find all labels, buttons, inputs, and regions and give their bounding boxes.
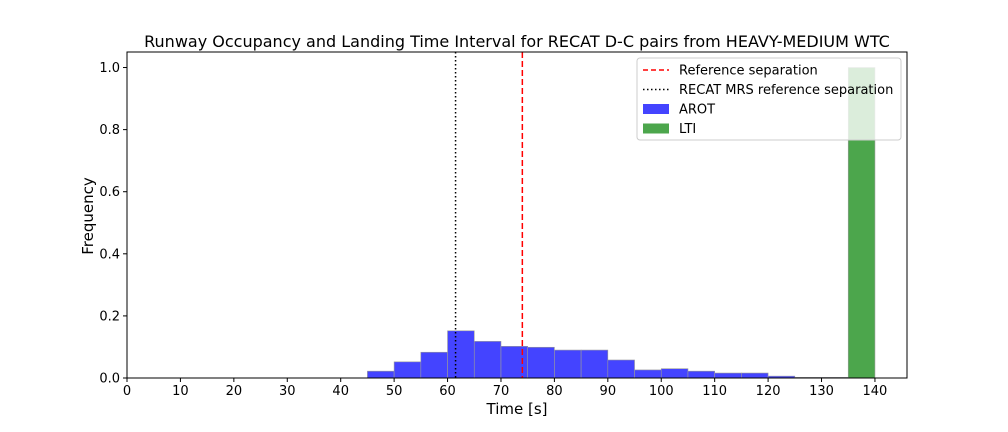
y-tick-label-1: 1.0 [99, 61, 120, 76]
legend-label-lti: LTI [679, 122, 696, 137]
x-tick-label-80: 80 [546, 384, 563, 399]
bar-arot-60 [447, 330, 475, 379]
bar-arot-65 [473, 341, 502, 379]
bar-arot-70 [500, 346, 528, 379]
y-tick-label-0.2: 0.2 [99, 309, 120, 324]
bar-arot-45 [367, 370, 395, 379]
x-tick-label-60: 60 [439, 384, 456, 399]
bar-arot-110 [714, 372, 742, 379]
x-tick-label-110: 110 [702, 384, 727, 399]
x-tick-label-130: 130 [809, 384, 834, 399]
bar-arot-115 [741, 372, 769, 379]
bar-arot-95 [634, 369, 662, 379]
legend-box [636, 57, 902, 141]
y-tick-label-0.4: 0.4 [99, 247, 120, 262]
x-tick-label-100: 100 [649, 384, 674, 399]
legend-label-reference-separation: Reference separation [679, 64, 818, 79]
x-tick-label-30: 30 [279, 384, 296, 399]
bar-arot-55 [420, 351, 448, 379]
x-tick-label-10: 10 [172, 384, 189, 399]
x-tick-label-20: 20 [226, 384, 243, 399]
legend-label-recat-mrs-reference-separation: RECAT MRS reference separation [679, 83, 893, 98]
x-tick-label-50: 50 [386, 384, 403, 399]
bar-arot-100 [660, 368, 689, 379]
y-tick-label-0: 0.0 [99, 372, 120, 387]
y-axis-label: Frequency [79, 177, 97, 255]
x-axis-label: Time [s] [486, 400, 548, 418]
axes: 0 10 20 30 40 50 60 70 80 90 100 110 120 130 140 0.0 0.2… [99, 51, 908, 399]
legend-marker-arot [643, 104, 669, 114]
axes-frame [126, 51, 908, 379]
bar-arot-80 [554, 349, 582, 379]
legend-marker-lti [643, 123, 669, 134]
bar-arot-85 [580, 349, 609, 379]
bar-arot-50 [393, 361, 422, 379]
legend-label-arot: AROT [679, 103, 715, 118]
legend: Reference separation RECAT MRS reference … [636, 57, 902, 141]
x-tick-label-70: 70 [493, 384, 510, 399]
x-tick-label-90: 90 [600, 384, 617, 399]
x-tick-label-40: 40 [332, 384, 349, 399]
x-tick-label-0: 0 [123, 384, 131, 399]
x-tick-label-140: 140 [863, 384, 888, 399]
bar-arot-90 [607, 359, 635, 379]
bar-arot-105 [687, 370, 715, 379]
y-tick-label-0.8: 0.8 [99, 123, 120, 138]
y-tick-label-0.6: 0.6 [99, 185, 120, 200]
x-tick-label-120: 120 [756, 384, 781, 399]
bar-arot-75 [527, 346, 555, 379]
chart-title: Runway Occupancy and Landing Time Interv… [144, 32, 890, 51]
